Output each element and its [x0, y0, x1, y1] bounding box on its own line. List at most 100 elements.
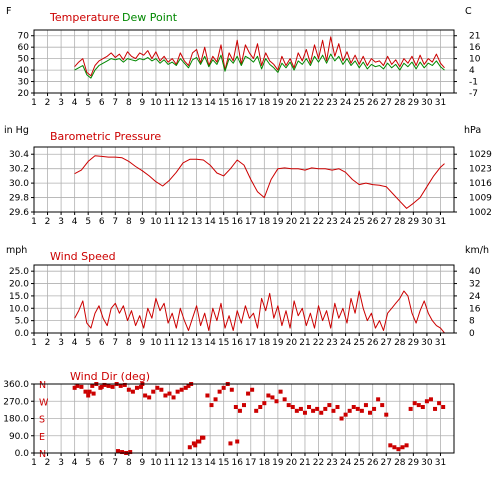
wind-dir-point — [116, 449, 120, 454]
wind-dir-point — [134, 385, 139, 390]
wind-dir-point — [187, 445, 192, 450]
wind-speed-y-tick-label: 20.0 — [9, 280, 29, 290]
wind-speed-y-tick-label: 5.0 — [15, 317, 30, 327]
wind-dir-point — [228, 441, 233, 446]
wind-speed-x-tick-label: 4 — [72, 338, 78, 348]
temperature-right-unit: C — [465, 6, 472, 17]
wind-dir-point — [233, 405, 238, 409]
wind-dir-point — [351, 405, 356, 409]
wind-speed-series — [74, 290, 445, 334]
wind-speed-x-tick-label: 21 — [299, 338, 310, 348]
pressure-x-tick-label: 20 — [286, 217, 298, 227]
wind-dir-point — [217, 389, 222, 394]
wind-dir-point — [335, 405, 340, 409]
wind-speed-y-tick-label: 25.0 — [9, 267, 29, 277]
temperature-y-right-tick-label: -7 — [469, 89, 478, 99]
wind-dir-x-tick-label: 22 — [313, 458, 324, 468]
temperature-line — [74, 36, 445, 77]
pressure-x-tick-label: 16 — [231, 217, 243, 227]
temperature-x-tick-label: 11 — [164, 98, 175, 108]
wind-dir-point — [254, 408, 259, 413]
wind-dir-x-tick-label: 6 — [99, 458, 105, 468]
wind-dir-point — [118, 383, 123, 388]
temperature-x-tick-label: 8 — [126, 98, 132, 108]
wind-dir-point — [86, 393, 91, 398]
wind-dir-point — [404, 443, 409, 448]
pressure-x-tick-label: 29 — [408, 217, 420, 227]
pressure-y-right-tick-label: 1029 — [469, 150, 492, 160]
temperature-x-tick-label: 29 — [408, 98, 420, 108]
wind-dir-x-tick-label: 20 — [286, 458, 298, 468]
wind-dir-point — [90, 383, 95, 388]
wind-dir-x-tick-label: 11 — [164, 458, 175, 468]
pressure-plot-border — [33, 146, 455, 213]
wind-dir-compass-label: E — [39, 432, 45, 443]
dew-point-line — [74, 53, 445, 79]
wind-speed-x-tick-label: 25 — [353, 338, 364, 348]
wind-dir-y-tick-label: 90.0 — [9, 432, 29, 442]
wind-dir-point — [106, 383, 111, 388]
wind-dir-point — [179, 387, 184, 392]
wind-dir-point — [294, 408, 299, 413]
wind-dir-point — [159, 387, 164, 392]
pressure-x-tick-label: 4 — [72, 217, 78, 227]
wind-speed-y-tick-label: 10.0 — [9, 304, 29, 314]
temperature-y-right-tick-label: 4 — [469, 66, 475, 76]
wind-speed-y-ticks-left: 25.0 20.0 15.0 10.0 5.0 0.0 — [9, 267, 34, 339]
pressure-y-tick-label: 30.0 — [9, 179, 29, 189]
wind-speed-x-tick-label: 10 — [150, 338, 162, 348]
temperature-x-ticks: 1 2 3 4 5 6 7 8 9 10 11 12 13 14 15 16 17 18 19 20 21 22 23 24 2… — [31, 93, 446, 108]
wind-dir-compass-label: N — [39, 380, 46, 391]
pressure-y-right-tick-label: 1002 — [469, 208, 492, 218]
temperature-x-tick-label: 31 — [435, 98, 446, 108]
wind-dir-point — [183, 385, 188, 390]
wind-dir-compass-label: W — [39, 397, 49, 408]
temperature-x-tick-label: 25 — [353, 98, 364, 108]
pressure-x-ticks: 1 2 3 4 5 6 7 8 9 10 11 12 13 14 15 16 17 18 19 20 21 22 23 24 2… — [31, 212, 446, 227]
pressure-x-tick-label: 25 — [353, 217, 364, 227]
pressure-x-tick-label: 26 — [367, 217, 379, 227]
wind-dir-point — [368, 410, 372, 415]
pressure-y-right-tick-label: 1023 — [469, 165, 492, 175]
pressure-x-tick-label: 12 — [177, 217, 188, 227]
wind-dir-point — [209, 403, 214, 408]
wind-dir-point — [392, 445, 397, 450]
wind-dir-point — [363, 403, 368, 408]
wind-speed-left-unit: mph — [6, 245, 27, 256]
wind-dir-point — [205, 393, 210, 398]
temperature-y-right-tick-label: 21 — [469, 32, 480, 42]
wind-dir-point — [311, 408, 316, 413]
wind-speed-y-right-tick-label: 24 — [469, 292, 481, 302]
pressure-panel: in Hg hPa Barometric Pressure 30.430.230… — [4, 125, 492, 227]
wind-speed-y-right-tick-label: 16 — [469, 304, 481, 314]
wind-dir-title: Wind Dir (deg) — [70, 370, 150, 383]
wind-dir-point — [388, 443, 393, 448]
wind-dir-point — [235, 439, 240, 444]
wind-dir-point — [195, 439, 200, 444]
pressure-x-tick-label: 7 — [112, 217, 118, 227]
wind-dir-point — [186, 383, 191, 388]
wind-dir-x-tick-label: 2 — [45, 458, 51, 468]
wind-dir-point — [355, 406, 360, 411]
wind-dir-point — [262, 401, 267, 406]
wind-dir-point — [298, 406, 303, 411]
wind-dir-point — [302, 410, 307, 415]
wind-dir-point — [151, 389, 156, 394]
wind-dir-point — [343, 412, 348, 417]
wind-dir-point — [120, 450, 125, 455]
wind-dir-point — [79, 384, 84, 389]
pressure-x-tick-label: 30 — [421, 217, 433, 227]
wind-dir-point — [408, 406, 413, 411]
wind-dir-x-tick-label: 31 — [435, 458, 446, 468]
wind-dir-x-tick-label: 28 — [394, 458, 406, 468]
wind-speed-x-tick-label: 24 — [340, 338, 352, 348]
pressure-y-ticks-left: 30.4 30.2 30.0 29.8 29.6 — [9, 150, 34, 218]
pressure-x-tick-label: 19 — [272, 217, 284, 227]
wind-dir-point — [143, 393, 148, 398]
wind-dir-x-tick-label: 8 — [126, 458, 132, 468]
wind-dir-point — [87, 389, 92, 394]
wind-dir-x-tick-label: 4 — [72, 458, 78, 468]
wind-dir-x-tick-label: 17 — [245, 458, 256, 468]
wind-speed-x-tick-label: 2 — [45, 338, 51, 348]
